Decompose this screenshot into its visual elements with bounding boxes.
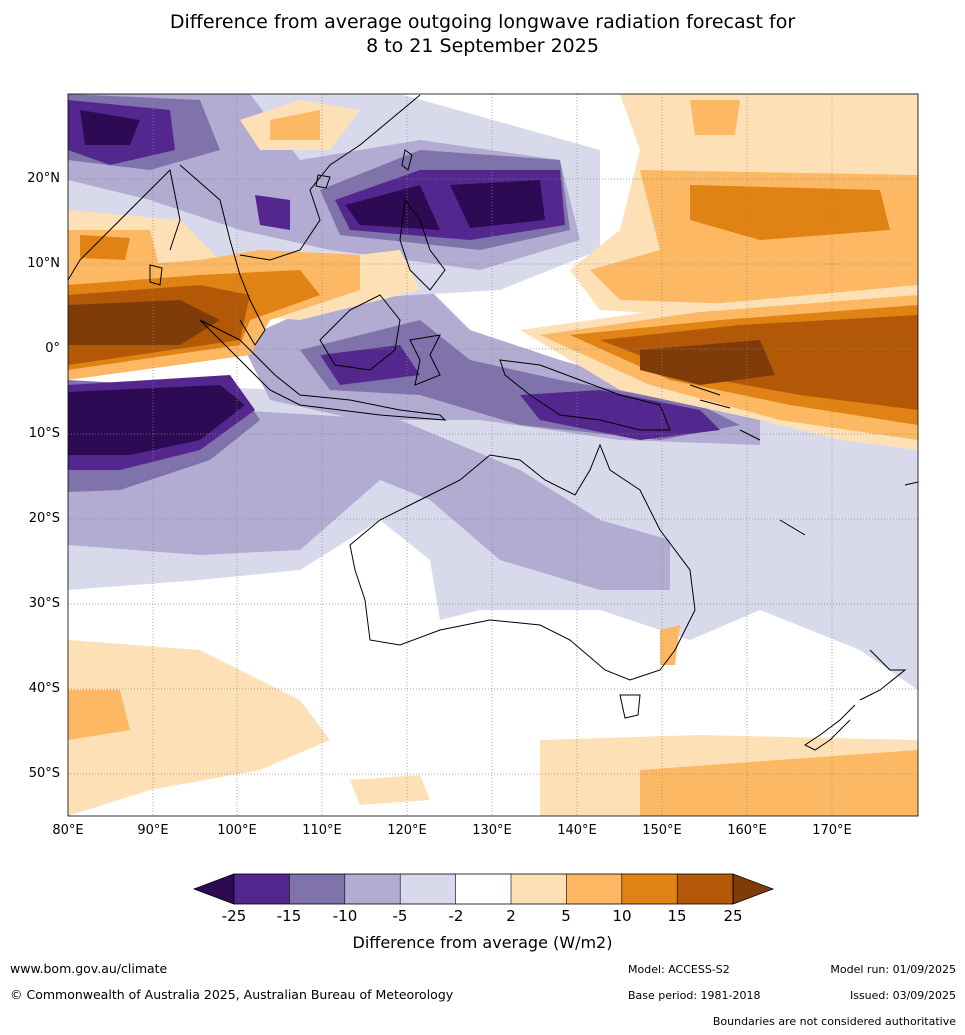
title-line-2: 8 to 21 September 2025 bbox=[366, 35, 599, 57]
taiwan-coastline bbox=[401, 149, 413, 171]
colorbar-tick: 15 bbox=[667, 907, 687, 925]
tasmania-coastline bbox=[619, 694, 641, 719]
lon-label: 160°E bbox=[727, 823, 767, 838]
new-caledonia-coastline bbox=[779, 519, 806, 536]
colorbar-segment bbox=[344, 874, 401, 904]
map-title: Difference from average outgoing longwav… bbox=[0, 10, 965, 58]
colorbar-tick: -15 bbox=[276, 907, 302, 925]
hainan-coastline bbox=[315, 174, 331, 189]
colorbar-segment bbox=[400, 874, 456, 904]
colorbar-segment bbox=[511, 874, 567, 904]
anomaly-region bbox=[320, 345, 720, 440]
anomaly-region bbox=[80, 185, 890, 260]
philippines-coastline bbox=[399, 198, 446, 291]
lon-label: 90°E bbox=[137, 823, 169, 838]
colorbar-segment bbox=[677, 874, 733, 904]
website-link[interactable]: www.bom.gov.au/climate bbox=[10, 961, 168, 976]
lon-label: 120°E bbox=[387, 823, 427, 838]
colorbar-tick: 25 bbox=[723, 907, 743, 925]
colorbar-segment bbox=[455, 874, 511, 904]
coastlines bbox=[68, 94, 918, 751]
lon-label: 80°E bbox=[52, 823, 84, 838]
colorbar-segment bbox=[289, 874, 345, 904]
lat-label: 10°S bbox=[28, 426, 60, 441]
anomaly-region bbox=[68, 385, 245, 455]
lon-label: 130°E bbox=[472, 823, 512, 838]
anomaly-region bbox=[640, 340, 775, 385]
lon-label: 140°E bbox=[557, 823, 597, 838]
new-zealand-coastline bbox=[804, 649, 907, 751]
colorbar-tick: -2 bbox=[448, 907, 464, 925]
colorbar-segment bbox=[621, 874, 678, 904]
solomon-islands-coastline bbox=[689, 384, 761, 441]
lat-label: 20°S bbox=[28, 511, 60, 526]
issued-text: Issued: 03/09/2025 bbox=[849, 989, 956, 1002]
model-run-text: Model run: 01/09/2025 bbox=[830, 963, 956, 976]
asia-mainland-coastline bbox=[68, 94, 421, 346]
graticule bbox=[68, 94, 918, 816]
anomaly-region bbox=[68, 100, 565, 240]
colorbar-tick: -25 bbox=[221, 907, 247, 925]
copyright-text: © Commonwealth of Australia 2025, Austra… bbox=[10, 987, 454, 1002]
anomaly-region bbox=[68, 625, 918, 816]
colorbar-tick: 10 bbox=[612, 907, 632, 925]
colorbar-tick: -5 bbox=[392, 907, 408, 925]
borneo-coastline bbox=[319, 294, 401, 371]
lat-label: 0° bbox=[45, 341, 60, 356]
colorbar-segment bbox=[234, 874, 290, 904]
lat-label: 40°S bbox=[28, 681, 60, 696]
base-period-text: Base period: 1981-2018 bbox=[628, 989, 761, 1002]
sulawesi-coastline bbox=[409, 334, 441, 386]
fiji-coastline bbox=[904, 481, 918, 486]
colorbar-segment-lt-25 bbox=[192, 873, 235, 905]
lat-label: 20°N bbox=[27, 171, 60, 186]
colorbar-tick: -10 bbox=[332, 907, 358, 925]
lat-label: 30°S bbox=[28, 596, 60, 611]
colorbar-title: Difference from average (W/m2) bbox=[352, 933, 613, 952]
lon-label: 110°E bbox=[302, 823, 342, 838]
map-frame bbox=[67, 93, 919, 817]
anomaly-region bbox=[80, 110, 545, 230]
colorbar-tick: 2 bbox=[506, 907, 516, 925]
map-field bbox=[68, 94, 918, 816]
colorbar-segment bbox=[566, 874, 622, 904]
anomaly-region bbox=[68, 100, 918, 305]
lon-label: 170°E bbox=[812, 823, 852, 838]
australia-coastline bbox=[349, 443, 696, 681]
title-line-1: Difference from average outgoing longwav… bbox=[169, 11, 796, 33]
anomaly-region bbox=[68, 300, 220, 345]
colorbar bbox=[192, 873, 775, 905]
lon-label: 150°E bbox=[642, 823, 682, 838]
colorbar-tick: 5 bbox=[561, 907, 571, 925]
lon-label: 100°E bbox=[217, 823, 257, 838]
sri-lanka-coastline bbox=[149, 264, 163, 286]
model-text: Model: ACCESS-S2 bbox=[628, 963, 730, 976]
disclaimer-text: Boundaries are not considered authoritat… bbox=[712, 1015, 956, 1028]
lat-label: 50°S bbox=[28, 766, 60, 781]
new-guinea-coastline bbox=[499, 359, 671, 431]
lat-label: 10°N bbox=[27, 256, 60, 271]
colorbar-segment-gt-25 bbox=[732, 873, 775, 905]
sumatra-java-coastline bbox=[199, 319, 447, 421]
